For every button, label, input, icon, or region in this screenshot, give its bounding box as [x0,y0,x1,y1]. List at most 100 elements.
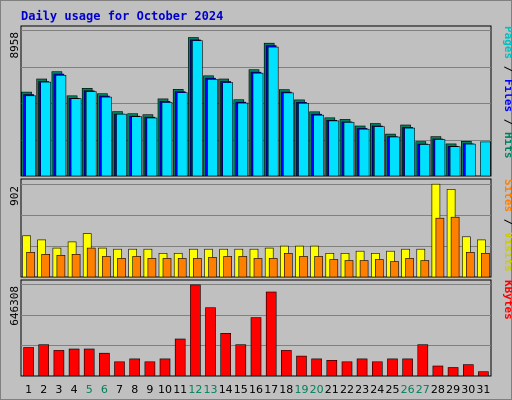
x-tick-label-6: 6 [101,383,108,396]
x-tick-label-1: 1 [25,383,32,396]
bar-pages-11 [176,92,188,177]
x-tick-label-4: 4 [71,383,78,396]
bar-pages-1 [25,95,36,177]
bar-sites-10 [162,258,172,278]
bar-sites-29 [450,216,460,278]
bar-kbytes-3 [53,350,65,377]
bar-sites-7 [117,258,126,278]
panel-visits-sites-legend: Sites / Visits [502,179,512,272]
bar-kbytes-19 [296,355,307,377]
bar-kbytes-10 [159,358,171,377]
x-tick-label-8: 8 [131,383,138,396]
bar-pages-28 [434,139,446,177]
bar-pages-3 [55,75,67,177]
x-tick-label-17: 17 [264,383,278,396]
bar-pages-4 [70,98,82,177]
x-tick-label-5: 5 [86,383,93,396]
bar-sites-28 [435,217,445,278]
bar-kbytes-25 [387,358,398,377]
panel-visits-sites: 902 Sites / Visits [8,178,512,278]
panel-pages-files-hits-ymax-label: 8958 [8,32,21,59]
bar-kbytes-30 [462,364,474,377]
x-axis-ticks: 1 2 3 4 5 6 7 8 9 10 11 12 13 14 15 16 17 18 19 20 21 22 23 24 2… [25,383,490,396]
x-tick-label-29: 29 [446,383,460,396]
bar-pages-15 [237,102,249,177]
bar-kbytes-26 [402,358,413,377]
x-tick-label-20: 20 [310,383,324,396]
panel-kbytes: 646308 KBytes [8,279,512,377]
legend-hits: Hits [502,132,512,159]
bar-kbytes-23 [356,358,368,377]
bar-sites-2 [41,254,51,278]
bar-pages-25 [389,136,400,177]
bar-sites-17 [268,258,278,278]
bar-kbytes-13 [205,307,216,377]
bar-sites-23 [359,260,369,278]
bar-sites-24 [374,259,384,278]
bar-kbytes-21 [326,359,338,377]
bar-pages-24 [373,126,385,177]
bar-pages-6 [101,96,112,177]
x-tick-label-13: 13 [204,383,218,396]
bar-sites-12 [193,258,202,278]
bar-sites-8 [132,256,141,278]
bar-sites-14 [223,256,232,278]
x-tick-label-21: 21 [325,383,339,396]
bar-sites-20 [314,256,323,278]
bar-pages-22 [343,122,355,177]
x-tick-label-27: 27 [416,383,430,396]
bar-kbytes-27 [417,344,429,377]
bar-pages-8 [131,116,142,177]
bar-pages-14 [222,82,233,177]
bar-kbytes-4 [68,348,80,377]
x-tick-label-3: 3 [55,383,62,396]
bar-kbytes-11 [174,338,186,377]
bar-sites-13 [208,257,217,278]
legend-separator: / [502,112,512,132]
bar-kbytes-1 [23,347,34,377]
bar-kbytes-5 [83,348,95,377]
bar-kbytes-22 [341,361,353,377]
bar-sites-6 [102,256,111,278]
bar-pages-19 [298,103,309,177]
bar-kbytes-2 [38,344,50,377]
legend-sites: Sites [502,179,512,212]
legend-separator: / [502,212,512,232]
bar-sites-21 [329,259,339,278]
x-tick-label-18: 18 [279,383,293,396]
bar-kbytes-31 [478,371,489,377]
bar-kbytes-28 [432,365,444,377]
x-tick-label-14: 14 [219,383,233,396]
bar-kbytes-16 [250,317,262,377]
bar-pages-12 [192,40,203,177]
bar-kbytes-29 [447,367,459,377]
x-tick-label-2: 2 [40,383,47,396]
bar-sites-30 [465,252,475,278]
x-tick-label-31: 31 [476,383,490,396]
bar-kbytes-24 [371,361,383,377]
bar-sites-15 [238,256,248,278]
bar-sites-22 [344,260,354,278]
x-tick-label-30: 30 [461,383,475,396]
bar-pages-26 [404,127,415,177]
bar-kbytes-8 [129,358,140,377]
bar-pages-27 [419,144,431,177]
bar-pages-23 [358,128,370,177]
panel-visits-sites-ymax-label: 902 [8,186,21,206]
bar-pages-18 [282,92,294,177]
bar-pages-20 [313,114,324,177]
bar-pages-21 [328,120,340,177]
bar-pages-31 [480,141,491,177]
bar-sites-11 [177,258,187,278]
x-tick-label-7: 7 [116,383,123,396]
x-tick-label-23: 23 [355,383,369,396]
x-tick-label-25: 25 [386,383,400,396]
bar-pages-29 [449,146,461,177]
legend-separator: / [502,59,512,79]
bar-sites-19 [299,256,308,278]
bar-kbytes-6 [99,352,110,377]
bar-sites-4 [71,254,81,278]
panel-pages-files-hits-legend: Pages / Files / Hits [502,26,512,159]
bar-sites-3 [56,255,66,278]
